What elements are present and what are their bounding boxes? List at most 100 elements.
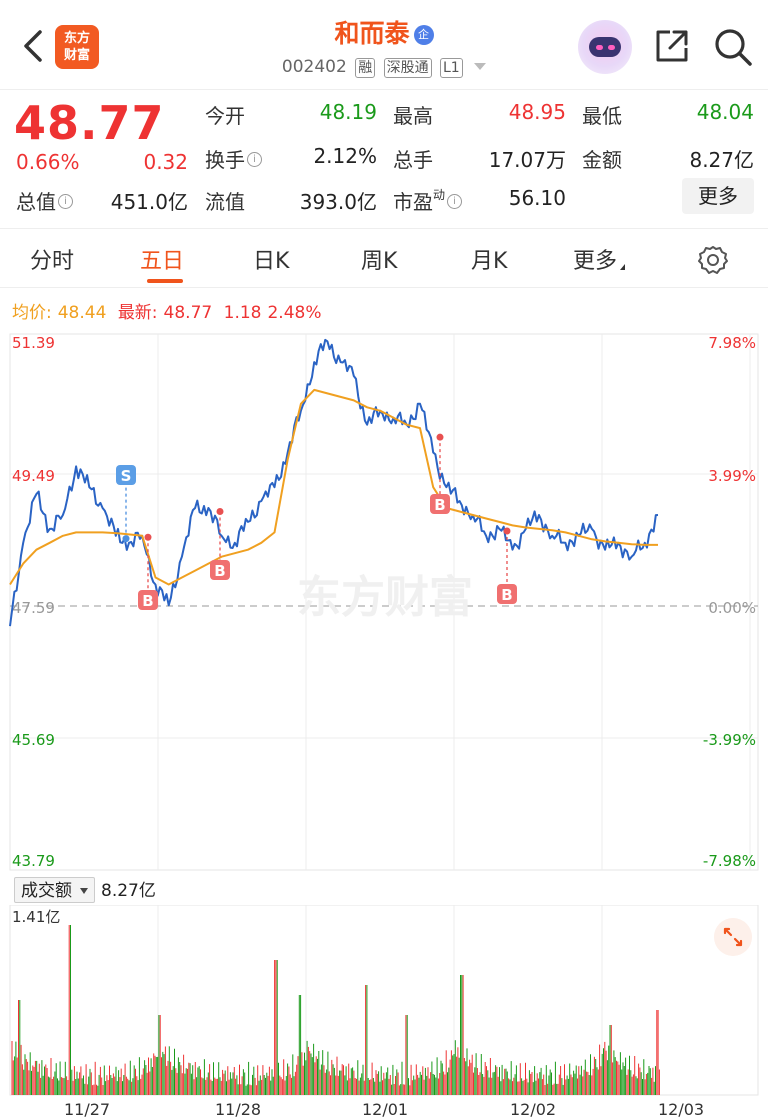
y-tick-label: 49.49 <box>12 467 55 485</box>
tab-intraday[interactable]: 分时 <box>30 249 75 274</box>
logo-text-2: 财富 <box>63 48 90 63</box>
marker-dot <box>503 527 511 535</box>
y-tick-label: 51.39 <box>12 334 55 352</box>
chart-frame <box>9 333 759 871</box>
volume-header: 成交额 8.27亿 <box>14 876 156 904</box>
tag-margin: 融 <box>355 58 376 78</box>
turnover-label[interactable]: 换手 i <box>205 144 262 173</box>
amount-label: 金额 <box>582 148 622 172</box>
volume-type-select[interactable]: 成交额 <box>14 877 95 903</box>
stock-code-line[interactable]: 002402 融 深股通 L1 <box>0 57 768 78</box>
latest-value: 48.77 <box>163 303 213 323</box>
buy-marker <box>210 560 230 580</box>
latest-change-pct: 2.48% <box>267 303 322 323</box>
tab-five-day[interactable]: 五日 <box>140 249 185 274</box>
y-tick-label: 47.59 <box>12 599 55 617</box>
buy-marker <box>430 494 450 514</box>
open-label: 今开 <box>205 104 245 128</box>
watermark: 东方财富 <box>297 572 473 623</box>
info-icon: i <box>447 194 463 209</box>
avg-price-line <box>9 388 658 586</box>
info-icon: i <box>247 152 262 167</box>
date-label: 12/01 <box>362 1100 409 1119</box>
chevron-down-icon <box>80 888 88 894</box>
low-label: 最低 <box>582 104 622 128</box>
info-icon: i <box>58 194 73 209</box>
marker-label: S <box>121 467 132 485</box>
volume-frame <box>9 905 759 1096</box>
tab-daily-k[interactable]: 日K <box>253 249 290 274</box>
volume-total: 8.27亿 <box>101 881 156 901</box>
y-pct-tick-label: -7.98% <box>703 852 756 870</box>
price-line <box>9 338 659 627</box>
mktcap-label[interactable]: 总值 i <box>16 186 73 215</box>
dropdown-icon[interactable] <box>474 63 487 70</box>
logo-text-1: 东方 <box>63 31 90 46</box>
marker-dot <box>144 533 152 541</box>
low-value: 48.04 <box>696 100 754 124</box>
more-button[interactable]: 更多 <box>682 178 754 214</box>
avg-line-info: 均价: 48.44 最新: 48.77 1.18 2.48% <box>12 298 328 323</box>
corner-triangle-icon <box>620 264 626 270</box>
high-label: 最高 <box>393 104 433 128</box>
tag-level: L1 <box>440 58 463 78</box>
volume-max-label: 1.41亿 <box>12 908 61 926</box>
stock-name: 和而泰 <box>334 19 410 48</box>
ai-assistant-icon[interactable] <box>578 20 632 74</box>
change-percent: 0.66% <box>16 150 80 174</box>
five-day-chart[interactable]: 51.39 7.98% 49.49 3.99% 47.59 0.00% 45.69 -3.99… <box>0 330 768 875</box>
tag-connect: 深股通 <box>383 58 432 78</box>
mktcap-value: 451.0亿 <box>110 190 188 214</box>
sell-marker <box>116 465 136 485</box>
high-value: 48.95 <box>508 100 566 124</box>
tab-weekly-k[interactable]: 周K <box>361 249 398 274</box>
header: 东方 财富 和而泰企 002402 融 深股通 L1 <box>0 0 768 90</box>
open-value: 48.19 <box>319 100 377 124</box>
date-label: 11/27 <box>64 1100 111 1119</box>
enterprise-badge: 企 <box>413 25 434 45</box>
amount-value: 8.27亿 <box>689 148 754 172</box>
float-cap-label: 流值 <box>205 190 245 214</box>
title-area: 和而泰企 <box>0 14 768 50</box>
change-value: 0.32 <box>143 150 188 174</box>
date-label: 12/03 <box>658 1100 705 1119</box>
latest-change: 1.18 <box>223 303 262 323</box>
chart-tabs: 分时 五日 日K 周K 月K 更多 <box>0 228 768 288</box>
gear-icon[interactable] <box>697 244 729 276</box>
tab-more[interactable]: 更多 <box>573 243 626 275</box>
back-icon[interactable] <box>18 26 48 66</box>
buy-marker <box>497 584 517 604</box>
marker-dot <box>216 508 224 516</box>
expand-icon[interactable] <box>714 918 752 956</box>
tab-monthly-k[interactable]: 月K <box>471 249 508 274</box>
marker-label: B <box>501 586 512 604</box>
volume-chart[interactable] <box>0 905 768 1100</box>
y-pct-tick-label: 3.99% <box>708 467 756 485</box>
active-tab-indicator <box>147 279 183 283</box>
marker-label: B <box>142 592 153 610</box>
avg-value: 48.44 <box>57 303 107 323</box>
buy-marker <box>138 590 158 610</box>
marker-dot <box>436 433 444 441</box>
date-label: 11/28 <box>215 1100 262 1119</box>
search-icon[interactable] <box>712 26 754 68</box>
app-logo[interactable]: 东方 财富 <box>55 25 99 69</box>
turnover-value: 2.12% <box>313 144 377 168</box>
y-tick-label: 45.69 <box>12 731 55 749</box>
stock-code: 002402 <box>281 57 347 77</box>
marker-label: B <box>434 496 445 514</box>
share-icon[interactable] <box>652 26 692 66</box>
volume-value: 17.07万 <box>488 148 566 172</box>
pe-value: 56.10 <box>508 186 566 210</box>
avg-label: 均价: <box>12 303 52 323</box>
current-price: 48.77 <box>14 96 165 150</box>
quote-panel: 48.77 0.66% 0.32 今开 48.19 最高 48.95 最低 48… <box>0 90 768 220</box>
y-tick-label: 43.79 <box>12 852 55 870</box>
marker-label: B <box>214 562 225 580</box>
date-label: 12/02 <box>510 1100 557 1119</box>
marker-dot <box>122 535 130 543</box>
y-pct-tick-label: -3.99% <box>703 731 756 749</box>
float-cap-value: 393.0亿 <box>299 190 377 214</box>
pe-label[interactable]: 市盈动 i <box>393 186 463 215</box>
y-pct-tick-label: 7.98% <box>708 334 756 352</box>
